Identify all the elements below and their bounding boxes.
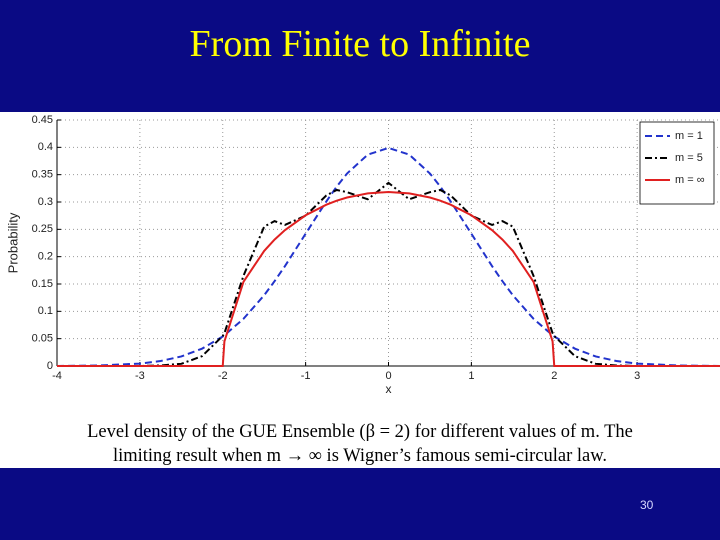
y-tick-label: 0.25 (32, 223, 53, 235)
x-tick-label: -3 (135, 370, 145, 382)
slide-title: From Finite to Infinite (189, 23, 531, 65)
legend-label: m = 5 (675, 152, 703, 164)
series-line (57, 190, 720, 367)
y-tick-label: 0.2 (38, 251, 53, 263)
caption-line: Level density of the GUE Ensemble (β = 2… (87, 422, 633, 442)
x-tick-label: -2 (218, 370, 228, 382)
figure-panel: 0 0.05 0.1 0.15 0.2 0.25 0.3 0.35 0.4 0.45 -4 -3 -2 -… (0, 112, 720, 468)
x-tick-label: 3 (634, 370, 640, 382)
x-tick-label: -4 (52, 370, 62, 382)
y-tick-label: 0 (47, 360, 53, 372)
y-tick-label: 0.3 (38, 196, 53, 208)
chart: 0 0.05 0.1 0.15 0.2 0.25 0.3 0.35 0.4 0.45 -4 -3 -2 -… (5, 114, 720, 396)
page-number: 30 (640, 498, 654, 512)
legend-box (639, 121, 715, 205)
y-axis-label: Probability (5, 212, 20, 273)
y-tick-label: 0.1 (38, 305, 53, 317)
series-line (57, 181, 720, 367)
y-tick-label: 0.45 (32, 114, 53, 126)
y-tick-label: 0.15 (32, 278, 53, 290)
x-axis-label: x (386, 382, 392, 396)
y-tick-label: 0.4 (38, 141, 53, 153)
caption-line: limiting result when m → ∞ is Wigner’s f… (112, 446, 608, 466)
legend-label: m = 1 (675, 130, 703, 142)
x-tick-label: 1 (468, 370, 474, 382)
y-tick-label: 0.35 (32, 169, 53, 181)
y-tick-label: 0.05 (32, 333, 53, 345)
x-tick-label: -1 (301, 370, 311, 382)
caption: Level density of the GUE Ensemble (β = 2… (0, 420, 720, 468)
x-tick-label: 2 (551, 370, 557, 382)
x-tick-label: 0 (385, 370, 391, 382)
legend-label: m = ∞ (675, 174, 705, 186)
